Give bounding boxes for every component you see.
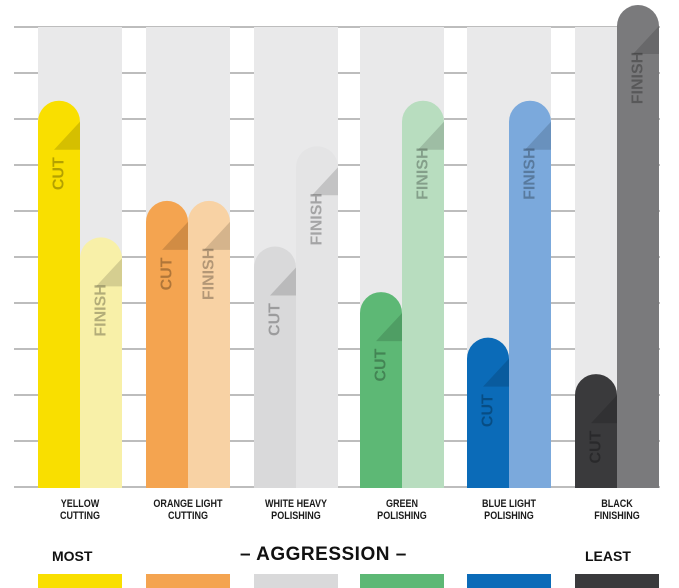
swatch-green bbox=[360, 574, 444, 588]
category-label-line: BLUE LIGHT bbox=[471, 498, 546, 510]
swatch-black bbox=[575, 574, 659, 588]
category-label: YELLOW CUTTING bbox=[42, 498, 117, 522]
bar-label-finish: FINISH bbox=[630, 52, 647, 104]
category-label-line: ORANGE LIGHT bbox=[150, 498, 225, 510]
category-label: WHITE HEAVY POLISHING bbox=[258, 498, 333, 522]
bar-label-cut: CUT bbox=[267, 303, 284, 336]
category-label-line: POLISHING bbox=[364, 510, 439, 522]
bar-label-finish: FINISH bbox=[201, 248, 218, 300]
category-label-line: CUTTING bbox=[150, 510, 225, 522]
category-label-line: FINISHING bbox=[579, 510, 654, 522]
swatch-orange bbox=[146, 574, 230, 588]
category-label-line: WHITE HEAVY bbox=[258, 498, 333, 510]
category-label: BLACK FINISHING bbox=[579, 498, 654, 522]
category-label-line: POLISHING bbox=[258, 510, 333, 522]
bar-label-finish: FINISH bbox=[93, 284, 110, 336]
bar-label-finish: FINISH bbox=[522, 147, 539, 199]
legend-least: LEAST bbox=[585, 548, 631, 564]
category-label-line: POLISHING bbox=[471, 510, 546, 522]
category-label: GREEN POLISHING bbox=[364, 498, 439, 522]
bar-label-cut: CUT bbox=[159, 257, 176, 290]
bar-label-cut: CUT bbox=[480, 394, 497, 427]
swatch-blue bbox=[467, 574, 551, 588]
swatch-yellow bbox=[38, 574, 122, 588]
category-label-line: YELLOW bbox=[42, 498, 117, 510]
bar-label-finish: FINISH bbox=[415, 147, 432, 199]
bar-label-finish: FINISH bbox=[309, 193, 326, 245]
bar-label-cut: CUT bbox=[373, 348, 390, 381]
legend-most: MOST bbox=[52, 548, 92, 564]
swatch-white bbox=[254, 574, 338, 588]
legend-aggression-title: – AGGRESSION – bbox=[240, 544, 407, 566]
category-label-line: GREEN bbox=[364, 498, 439, 510]
category-label: ORANGE LIGHT CUTTING bbox=[150, 498, 225, 522]
category-label-line: BLACK bbox=[579, 498, 654, 510]
chart-plot: CUT FINISH CUT FINISH CUT FINISH CUT FINISH CUT F… bbox=[0, 0, 679, 560]
bar-layer bbox=[38, 5, 659, 488]
category-label-line: CUTTING bbox=[42, 510, 117, 522]
bar-label-cut: CUT bbox=[51, 157, 68, 190]
bar-label-cut: CUT bbox=[588, 430, 605, 463]
category-label: BLUE LIGHT POLISHING bbox=[471, 498, 546, 522]
